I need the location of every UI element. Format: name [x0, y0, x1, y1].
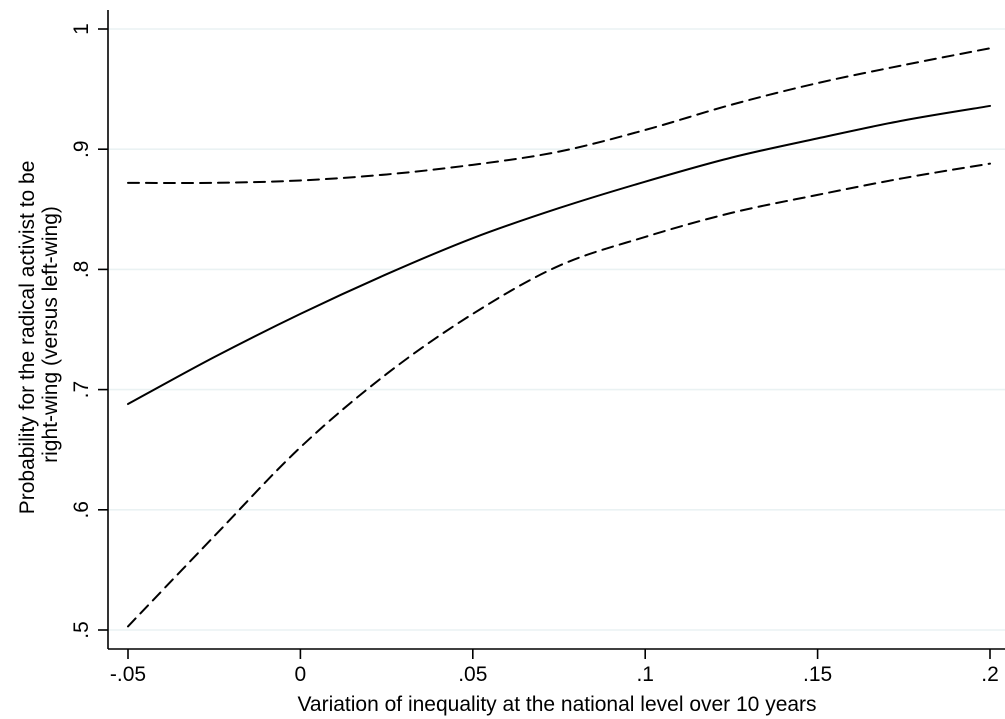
x-tick-label: .2: [981, 663, 999, 686]
y-tick-label: .5: [70, 621, 93, 639]
y-tick-label: .6: [70, 501, 93, 519]
y-axis-title: Probability for the radical activist to …: [16, 155, 62, 515]
x-axis-title: Variation of inequality at the national …: [297, 693, 816, 716]
x-tick-label: -.05: [110, 663, 146, 686]
y-axis-title-line-2: right-wing (versus left-wing): [39, 206, 62, 463]
gridlines: [108, 28, 1005, 631]
upper-ci-line: [127, 47, 991, 185]
lower-ci-line: [127, 162, 991, 628]
x-tick-label: 0: [295, 663, 307, 686]
x-tick-label: .1: [636, 663, 654, 686]
y-tick-label: .9: [70, 140, 93, 158]
y-tick-label: .7: [70, 381, 93, 399]
axes: [107, 10, 1005, 650]
prediction-line: [127, 104, 991, 406]
x-tick-label: .05: [458, 663, 487, 686]
y-axis-title-line-1: Probability for the radical activist to …: [16, 161, 39, 515]
tick-marks-and-labels: .5 .6 .7 .8 .9 1 -.05 0 .05 .1 .15 .2: [70, 23, 999, 686]
x-tick-label: .15: [803, 663, 832, 686]
y-tick-label: 1: [70, 23, 93, 35]
plot-series: [127, 47, 991, 628]
y-tick-label: .8: [70, 261, 93, 279]
